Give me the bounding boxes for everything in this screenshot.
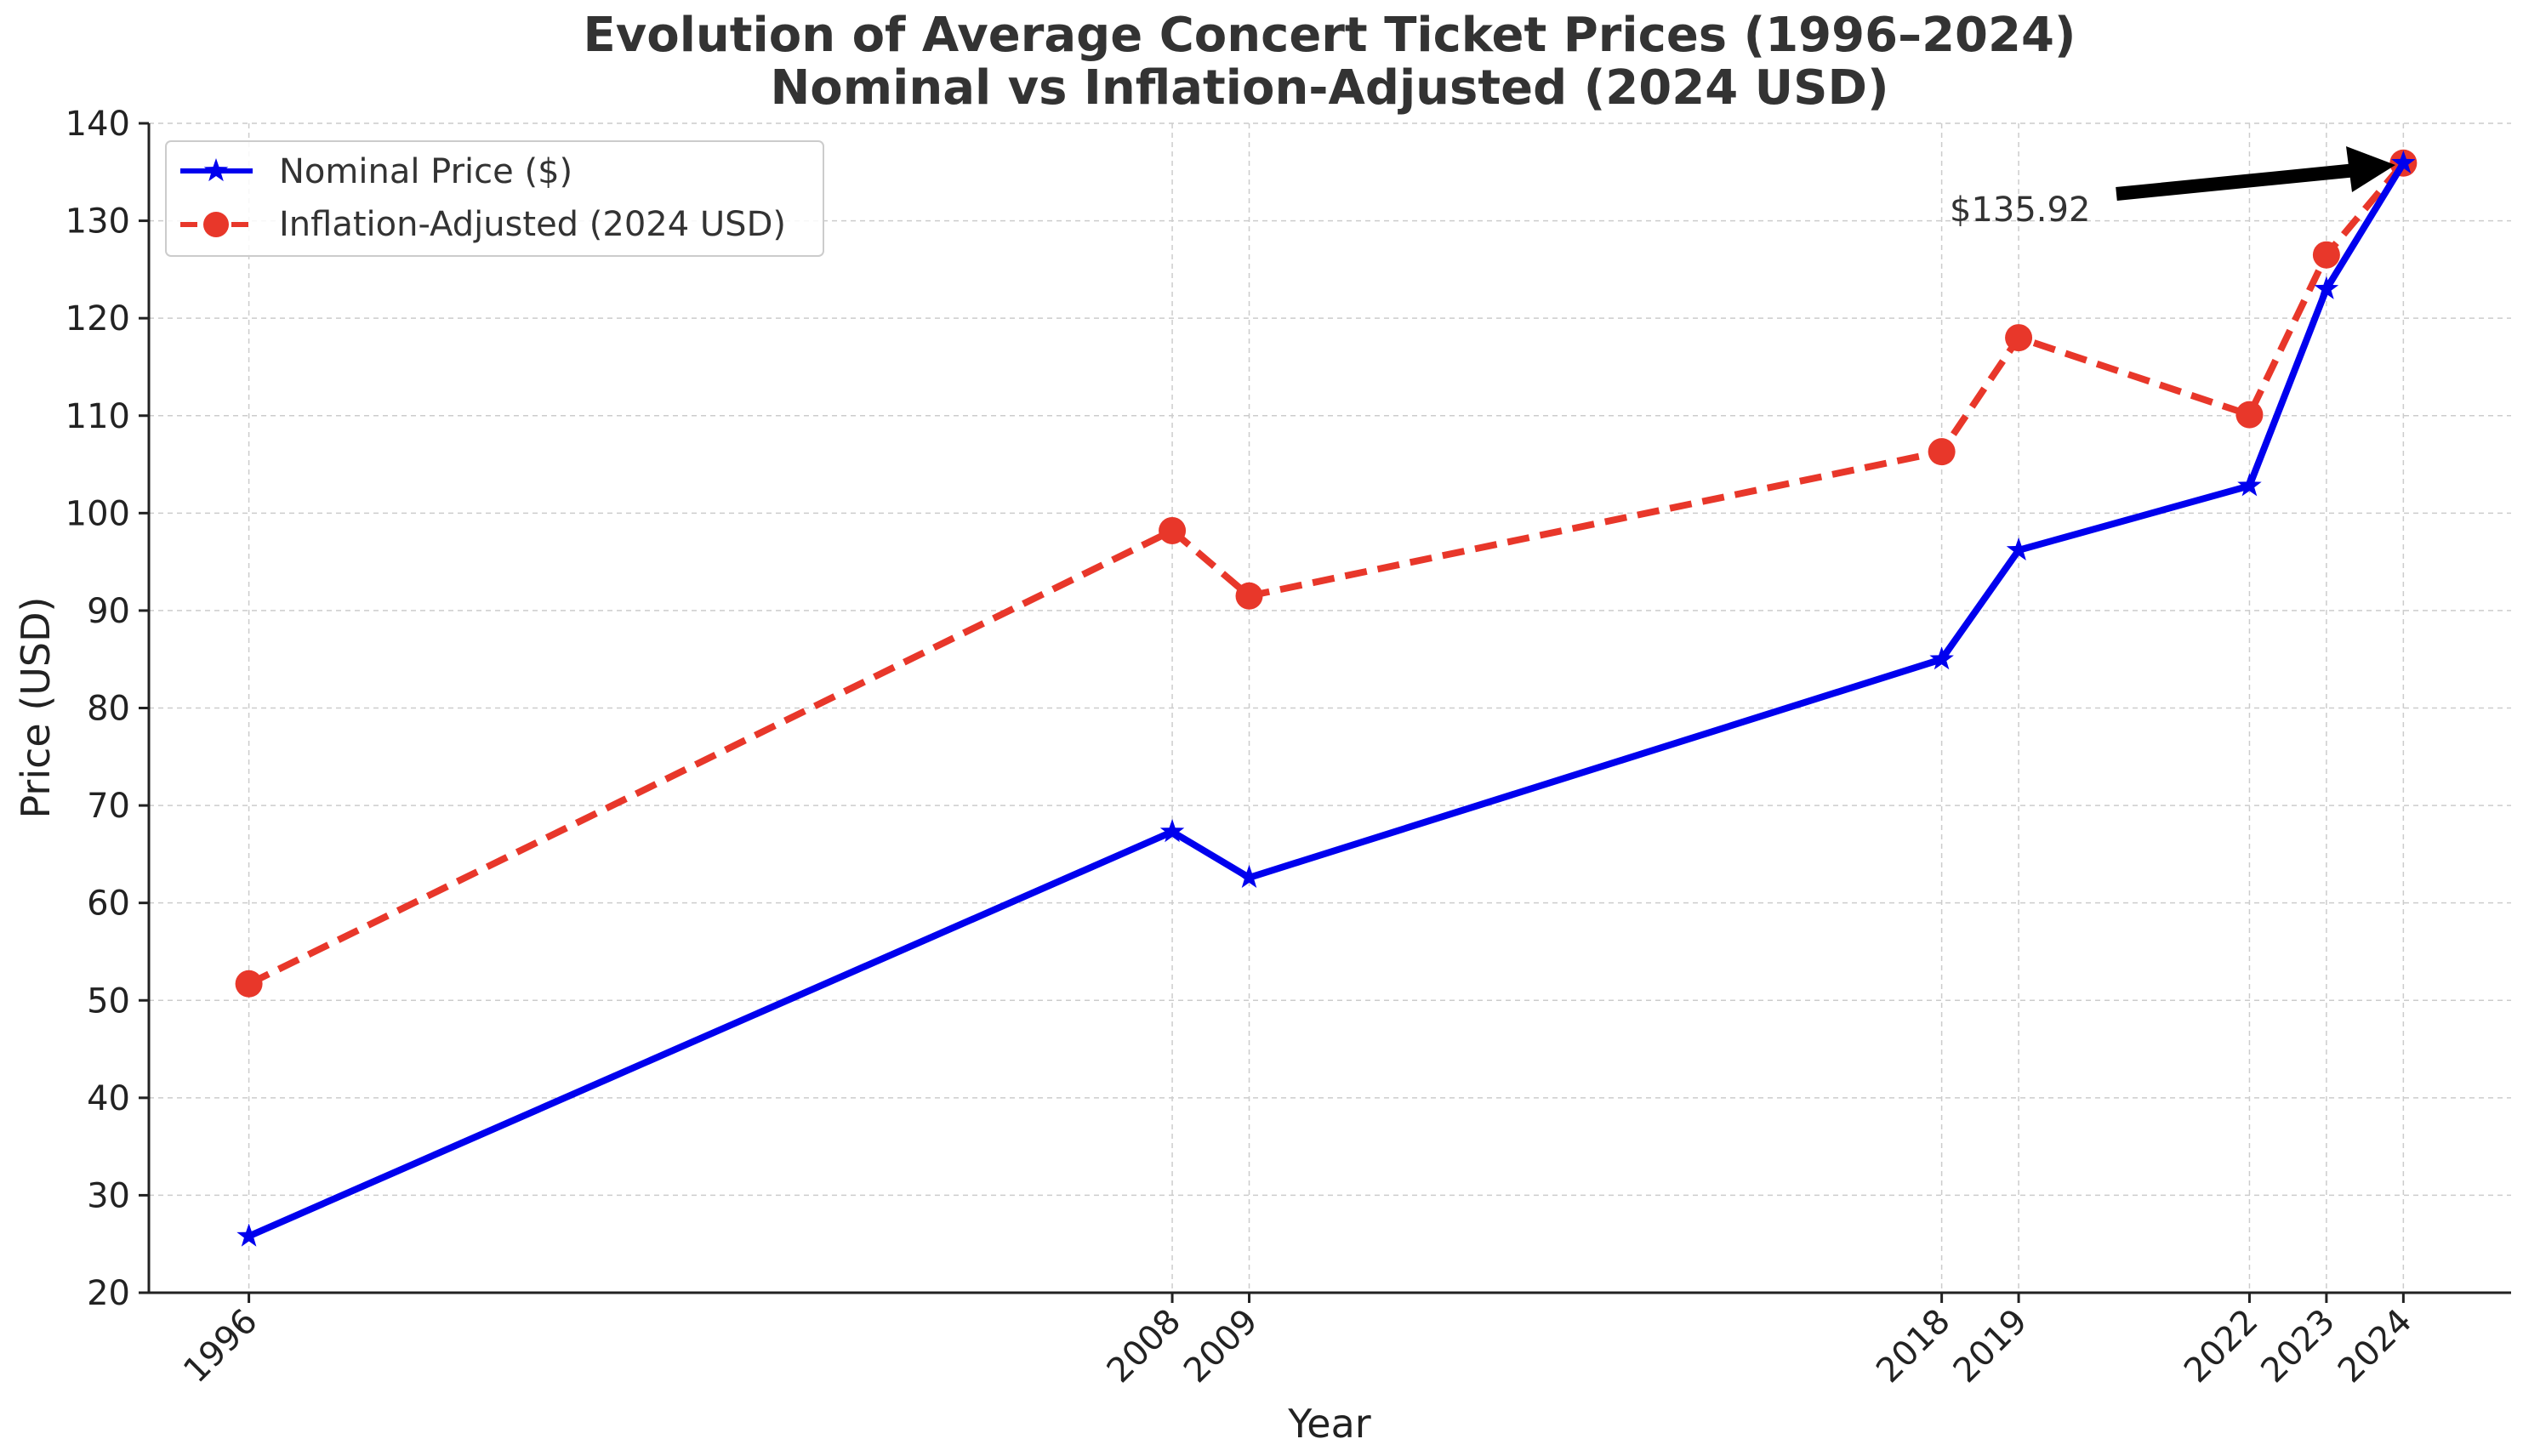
x-tick-label: 2018 [1869,1302,1958,1391]
inflation-point [1235,582,1263,610]
nominal-point [236,1223,261,1247]
nominal-point [2391,150,2416,173]
nominal-point [2006,537,2031,560]
y-tick-label: 60 [87,884,130,924]
y-tick-label: 110 [65,397,130,436]
y-tick-label: 100 [65,494,130,533]
y-tick-label: 50 [87,981,130,1021]
legend-label-nominal: Nominal Price ($) [279,152,572,191]
inflation-point [1159,516,1187,544]
annotation-label: $135.92 [1950,191,2090,230]
series-inflation-adjusted [235,149,2418,998]
inflation-point [2005,324,2033,352]
x-tick-label: 2009 [1176,1302,1266,1391]
y-tick-label: 90 [87,592,130,631]
x-tick-label: 2019 [1946,1302,2036,1391]
inflation-point [1928,438,1956,466]
inflation-line [247,161,2406,987]
inflation-point [2235,401,2264,429]
x-tick-label: 2024 [2331,1302,2420,1391]
y-tick-label: 70 [87,787,130,826]
x-tick-label: 2022 [2177,1302,2266,1391]
y-tick-label: 40 [87,1079,130,1118]
inflation-point [235,970,263,998]
y-axis-label: Price (USD) [13,596,59,818]
chart-subtitle: Nominal vs Inflation-Adjusted (2024 USD) [770,60,1888,116]
legend-label-inflation: Inflation-Adjusted (2024 USD) [279,205,786,244]
x-tick-label: 1996 [176,1302,265,1391]
x-tick-label: 2023 [2253,1302,2343,1391]
gridlines [149,122,2511,1294]
series-nominal [236,150,2416,1247]
y-tick-label: 120 [65,299,130,338]
nominal-point [1237,864,1262,888]
annotation: $135.92 [1950,146,2395,230]
y-tick-label: 80 [87,690,130,729]
inflation-point [2312,241,2340,269]
nominal-point [2314,276,2339,299]
x-tick-label: 2008 [1100,1302,1189,1391]
y-tick-label: 30 [87,1176,130,1215]
nominal-point [1159,819,1185,843]
series-layer [235,149,2418,1247]
legend-circle-marker [203,212,229,237]
annotation-arrow-shaft [2116,163,2357,201]
legend-box [165,140,824,257]
chart-title: Evolution of Average Concert Ticket Pric… [583,8,2076,63]
annotation-arrow-head [2346,146,2395,192]
y-tick-label: 130 [65,202,130,242]
nominal-point [2237,473,2262,497]
nominal-line [247,161,2406,1240]
nominal-point [1929,646,1954,670]
legend-star-marker [203,158,229,182]
y-tick-label: 20 [87,1274,130,1313]
y-tick-label: 140 [65,105,130,144]
x-axis-label: Year [1287,1401,1370,1447]
legend: Nominal Price ($) Inflation-Adjusted (20… [165,140,824,257]
